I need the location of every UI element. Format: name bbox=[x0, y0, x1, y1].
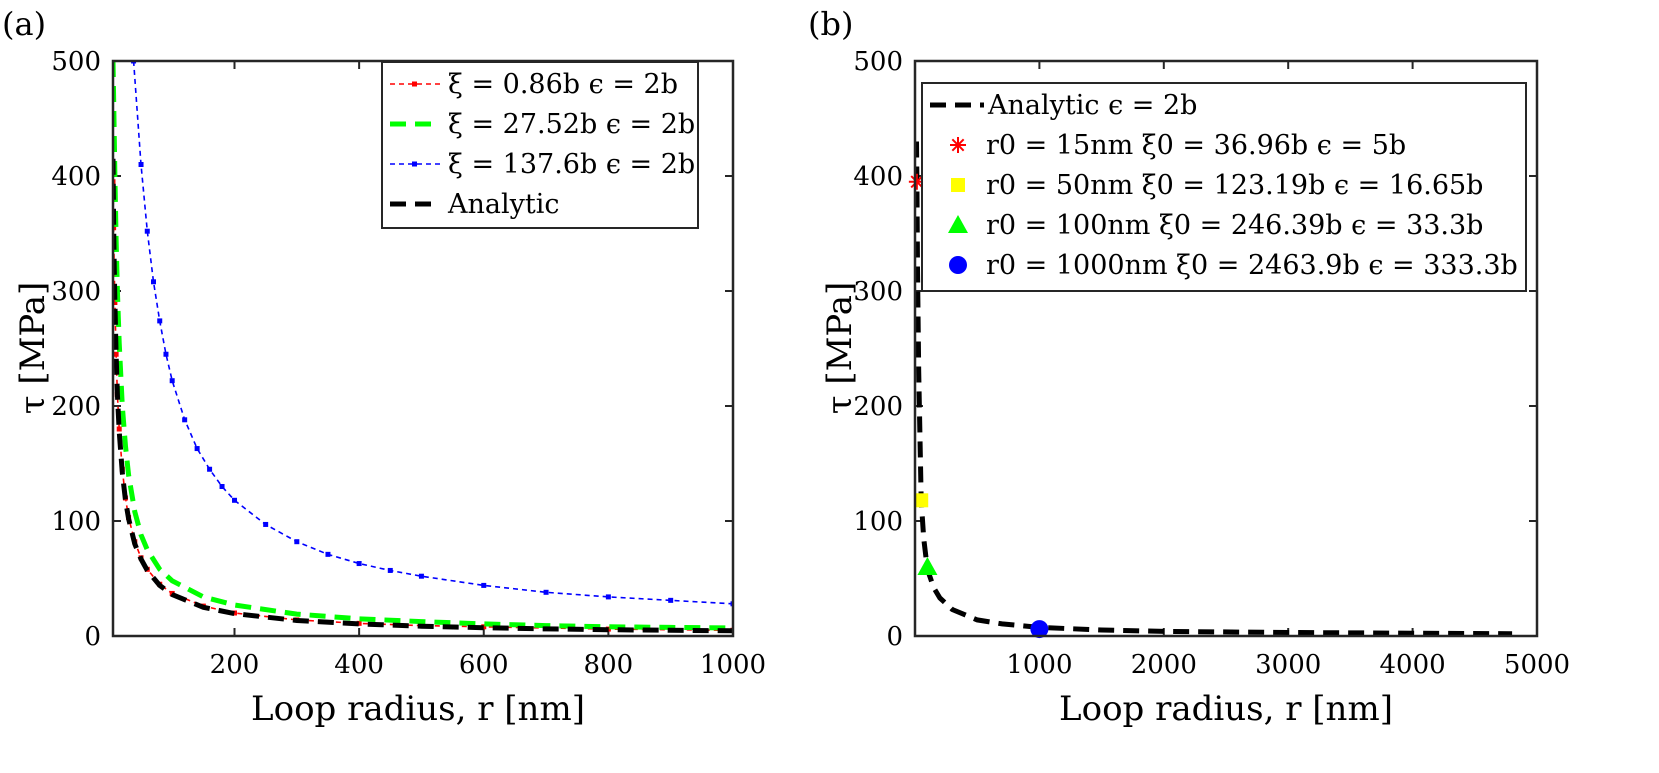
series-point-a-0 bbox=[481, 624, 487, 630]
y-tick-label-b: 500 bbox=[853, 47, 903, 77]
legend-b: Analytic ϵ = 2b r0 = 15nm ξ0 = 36.96b ϵ =… bbox=[921, 82, 1527, 292]
series-group-a-0 bbox=[113, 179, 733, 633]
panel-a: (a) Loop radius, r [nm] τ [MPa] 200 400 60… bbox=[2, 5, 766, 729]
panel-b: (b) Loop radius, r [nm] τ [MPa] 1000 2000… bbox=[808, 5, 1570, 729]
y-tick-label-a: 300 bbox=[51, 277, 101, 307]
series-point-a-0 bbox=[356, 620, 362, 626]
series-point-a-0 bbox=[116, 426, 122, 432]
series-group-a-3 bbox=[113, 158, 733, 634]
y-tick-label-b: 200 bbox=[853, 392, 903, 422]
x-tick-label-b: 1000 bbox=[1006, 650, 1072, 680]
series-line-a-1 bbox=[113, 61, 733, 631]
x-tick-label-b: 3000 bbox=[1255, 650, 1321, 680]
legend-box-b bbox=[921, 82, 1527, 292]
data-marker-b-2 bbox=[917, 557, 938, 575]
series-point-a-0 bbox=[113, 300, 118, 305]
series-point-a-2 bbox=[263, 521, 269, 527]
series-point-a-2 bbox=[232, 497, 238, 503]
data-marker-b-0 bbox=[910, 175, 924, 189]
series-point-a-0 bbox=[113, 225, 117, 231]
legend-label-a-2: ξ = 137.6b ϵ = 2b bbox=[448, 149, 695, 180]
series-point-a-2 bbox=[157, 318, 163, 324]
plot-frame-b bbox=[913, 59, 1539, 638]
x-tick-label-a: 200 bbox=[210, 650, 260, 680]
series-point-a-2 bbox=[356, 561, 362, 567]
series-point-a-2 bbox=[325, 551, 331, 557]
legend-marker-b-1 bbox=[951, 138, 965, 152]
series-point-a-2 bbox=[182, 417, 188, 423]
x-axis-label-a: Loop radius, r [nm] bbox=[251, 689, 585, 729]
legend-label-a-1: ξ = 27.52b ϵ = 2b bbox=[448, 109, 695, 140]
x-tick-label-a: 600 bbox=[459, 650, 509, 680]
legend-label-b-4: r0 = 1000nm ξ0 = 2463.9b ϵ = 333.3b bbox=[986, 250, 1518, 281]
x-tick-label-b: 2000 bbox=[1131, 650, 1197, 680]
legend-box-a bbox=[381, 61, 699, 229]
series-group-b-0 bbox=[915, 141, 1513, 636]
series-point-a-2 bbox=[387, 567, 393, 573]
series-point-a-2 bbox=[481, 582, 487, 588]
x-axis-label-b: Loop radius, r [nm] bbox=[1059, 689, 1393, 729]
series-line-b-0 bbox=[915, 141, 1513, 636]
series-point-a-2 bbox=[668, 597, 674, 603]
series-point-a-2 bbox=[219, 484, 225, 489]
y-axis-label-b: τ [MPa] bbox=[820, 282, 860, 415]
legend-label-b-3: r0 = 100nm ξ0 = 246.39b ϵ = 33.3b bbox=[986, 210, 1483, 241]
y-tick-label-b: 100 bbox=[853, 507, 903, 537]
y-tick-label-a: 0 bbox=[84, 622, 101, 652]
legend-label-b-0: Analytic ϵ = 2b bbox=[987, 90, 1197, 121]
panel-label-a: (a) bbox=[2, 5, 46, 43]
y-tick-label-b: 300 bbox=[853, 277, 903, 307]
panel-label-b: (b) bbox=[808, 5, 853, 43]
legend-label-a-3: Analytic bbox=[447, 189, 559, 220]
series-point-a-2 bbox=[294, 539, 300, 545]
y-tick-label-a: 100 bbox=[51, 507, 101, 537]
legend-label-b-1: r0 = 15nm ξ0 = 36.96b ϵ = 5b bbox=[986, 130, 1406, 161]
series-point-a-2 bbox=[418, 573, 424, 579]
series-line-a-0 bbox=[113, 181, 733, 632]
series-point-a-2 bbox=[605, 594, 611, 600]
series-point-a-2 bbox=[543, 589, 549, 595]
series-group-a-1 bbox=[113, 61, 733, 631]
legend-marker-b-4 bbox=[949, 256, 967, 274]
y-tick-label-a: 200 bbox=[51, 392, 101, 422]
y-tick-label-a: 500 bbox=[51, 47, 101, 77]
legend-marker-b-2 bbox=[951, 178, 965, 192]
legend-a: ξ = 0.86b ϵ = 2b ξ = 27.52b ϵ = 2b ξ = 137… bbox=[381, 61, 699, 229]
series-point-a-2 bbox=[144, 228, 150, 234]
series-point-a-2 bbox=[207, 466, 213, 472]
x-tick-label-a: 800 bbox=[584, 650, 634, 680]
series-line-a-2 bbox=[132, 61, 733, 605]
legend-marker-b-3 bbox=[948, 215, 968, 233]
series-point-a-0 bbox=[232, 610, 238, 616]
series-point-a-2 bbox=[194, 446, 200, 452]
series-group-a-2 bbox=[131, 61, 733, 607]
y-tick-label-b: 0 bbox=[886, 622, 903, 652]
data-marker-b-1 bbox=[914, 493, 929, 508]
series-point-a-2 bbox=[138, 162, 144, 167]
y-axis-label-a: τ [MPa] bbox=[13, 282, 53, 415]
series-point-a-2 bbox=[151, 279, 157, 285]
x-tick-label-a: 400 bbox=[334, 650, 384, 680]
legend-marker-a-2 bbox=[412, 161, 417, 167]
x-tick-label-a: 1000 bbox=[700, 650, 766, 680]
legend-label-a-0: ξ = 0.86b ϵ = 2b bbox=[448, 69, 678, 100]
series-line-a-3 bbox=[113, 158, 733, 634]
x-tick-label-b: 4000 bbox=[1380, 650, 1446, 680]
series-point-a-0 bbox=[113, 351, 119, 357]
data-marker-b-3 bbox=[1030, 620, 1049, 639]
legend-marker-a-0 bbox=[412, 81, 417, 87]
legend-label-b-2: r0 = 50nm ξ0 = 123.19b ϵ = 16.65b bbox=[986, 170, 1483, 201]
series-point-a-2 bbox=[163, 351, 169, 357]
y-tick-label-a: 400 bbox=[51, 162, 101, 192]
y-tick-label-b: 400 bbox=[853, 162, 903, 192]
series-point-a-2 bbox=[169, 378, 175, 384]
x-tick-label-b: 5000 bbox=[1504, 650, 1570, 680]
